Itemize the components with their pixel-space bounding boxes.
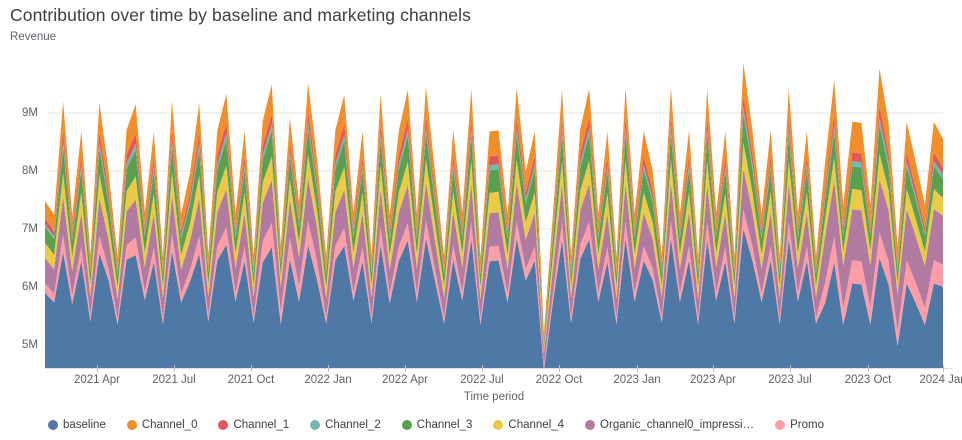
x-tick-label: 2022 Oct [535, 374, 583, 386]
legend-label: Organic_channel0_impressi… [600, 419, 755, 431]
x-tick-label: 2022 Jan [304, 374, 352, 386]
legend-dot-icon [775, 420, 786, 430]
legend-item-Channel_4[interactable]: Channel_4 [493, 419, 564, 431]
legend-label: Promo [790, 419, 824, 431]
area-series-Channel_2[interactable] [45, 106, 943, 344]
x-tick-mark [251, 365, 252, 372]
x-tick-mark [174, 365, 175, 372]
x-tick-mark [713, 365, 714, 372]
x-tick-mark [97, 365, 98, 372]
legend-dot-icon [401, 420, 412, 430]
x-tick-label: 2021 Jul [152, 374, 196, 386]
x-tick-mark [482, 365, 483, 372]
x-tick-label: 2022 Apr [381, 374, 429, 386]
x-axis-tick-labels: 2021 Apr 2021 Jul 2021 Oct 2022 Jan 2022 Apr… [45, 374, 962, 388]
legend-label: Channel_1 [233, 419, 290, 431]
legend-label: Channel_3 [416, 419, 473, 431]
x-axis-line [45, 368, 952, 369]
area-series-Organic_channel0_impressi…[interactable] [45, 168, 943, 367]
x-tick-mark [405, 365, 406, 372]
legend-label: baseline [63, 419, 106, 431]
y-axis-tick-labels: 5M 6M 7M 8M 9M [0, 62, 38, 368]
legend-dot-icon [218, 420, 229, 430]
legend-item-Channel_2[interactable]: Channel_2 [310, 419, 381, 431]
y-tick-label-7M: 7M [22, 222, 38, 235]
legend-item-Channel_0[interactable]: Channel_0 [126, 419, 198, 431]
legend-label: Channel_4 [508, 419, 565, 431]
x-tick-mark [559, 365, 560, 372]
x-tick-label: 2023 Apr [689, 374, 737, 386]
area-series-baseline[interactable] [45, 228, 943, 368]
chart-legend: baseline Channel_0 Channel_1 Channel_2 Chann… [48, 416, 958, 434]
legend-dot-icon [310, 420, 321, 430]
area-series-Channel_0[interactable] [45, 63, 943, 340]
x-tick-label: 2022 Jul [460, 374, 504, 386]
y-tick-label-8M: 8M [22, 164, 38, 177]
area-series-Promo[interactable] [45, 209, 943, 368]
legend-item-Channel_1[interactable]: Channel_1 [218, 419, 289, 431]
legend-label: Channel_2 [325, 419, 381, 431]
x-tick-mark [868, 365, 869, 372]
x-axis-tick-marks [45, 365, 944, 372]
legend-dot-icon [493, 420, 504, 430]
legend-item-Promo[interactable]: Promo [775, 419, 824, 431]
legend-item-Channel_3[interactable]: Channel_3 [401, 419, 473, 431]
stacked-area-chart[interactable] [45, 62, 943, 368]
area-series-Channel_3[interactable] [45, 113, 943, 349]
area-series-Channel_1[interactable] [45, 95, 943, 342]
x-tick-mark [637, 365, 638, 372]
legend-dot-icon [585, 420, 596, 430]
x-tick-mark [328, 365, 329, 372]
x-tick-label: 2024 Jan [919, 374, 962, 386]
x-tick-label: 2021 Oct [227, 374, 275, 386]
y-tick-label-9M: 9M [22, 107, 38, 119]
y-tick-label-6M: 6M [22, 280, 38, 293]
y-tick-label-5M: 5M [22, 338, 38, 351]
x-tick-label: 2021 Apr [73, 374, 121, 386]
page-title: Contribution over time by baseline and m… [10, 5, 471, 25]
x-axis-title: Time period [463, 391, 525, 403]
x-tick-mark [790, 365, 791, 372]
x-tick-mark [943, 365, 944, 372]
legend-dot-icon [48, 420, 58, 430]
legend-item-Organic_channel0_impressi…[interactable]: Organic_channel0_impressi… [585, 419, 754, 431]
legend-label: Channel_0 [141, 419, 198, 431]
x-tick-label: 2023 Jul [768, 374, 812, 386]
legend-dot-icon [126, 420, 137, 430]
x-tick-label: 2023 Oct [844, 374, 892, 386]
legend-item-baseline[interactable]: baseline [48, 419, 106, 431]
y-axis-title: Revenue [10, 31, 57, 43]
area-series-Channel_4[interactable] [45, 142, 943, 354]
x-tick-label: 2023 Jan [613, 374, 661, 386]
